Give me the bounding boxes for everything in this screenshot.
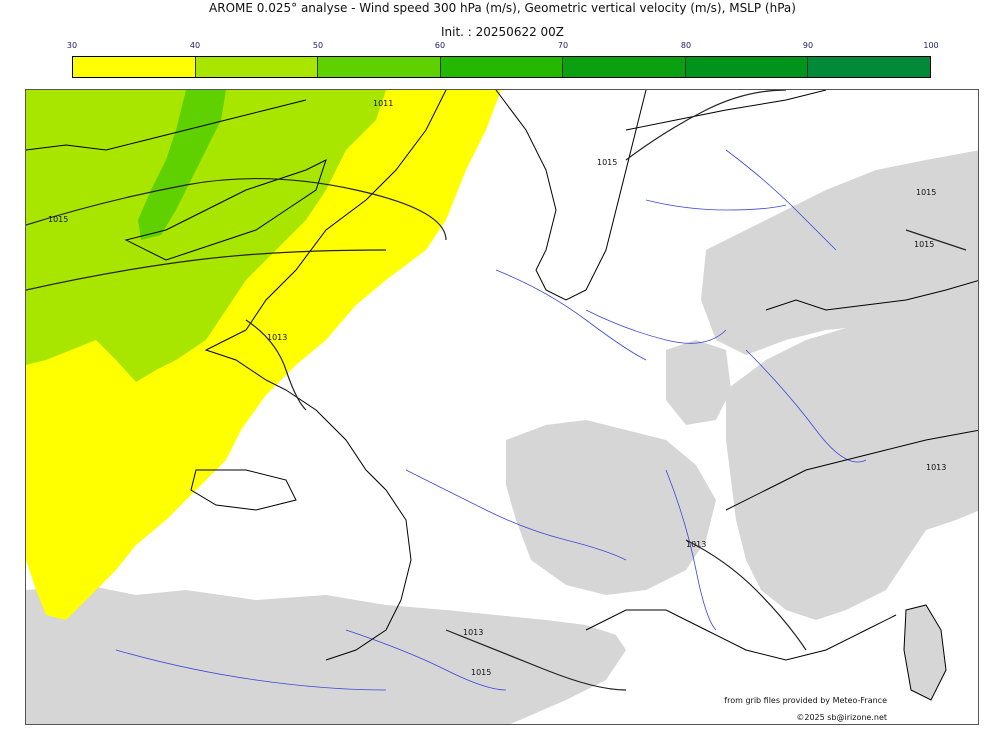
isobar-label: 1015 — [916, 188, 936, 197]
colorbar-tick-60: 60 — [434, 41, 446, 50]
alps-shading — [726, 320, 978, 620]
isobar-label: 1013 — [463, 628, 483, 637]
wind-40-50-area — [26, 90, 386, 382]
colorbar-segment-70-80 — [563, 57, 686, 77]
colorbar-tick-80: 80 — [680, 41, 692, 50]
copyright-credit: ©2025 sb@irizone.net — [796, 713, 887, 722]
data-source-credit: from grib files provided by Meteo-France — [724, 696, 887, 705]
isobar-label: 1015 — [48, 215, 68, 224]
isobar-label: 1015 — [471, 668, 491, 677]
isobar-label: 1013 — [267, 333, 287, 342]
isobar-labels: 1015 1011 1015 1013 1015 1013 1013 1013 … — [48, 99, 946, 677]
colorbar-tick-40: 40 — [189, 41, 201, 50]
isobar-label: 1015 — [914, 240, 934, 249]
coastlines — [26, 90, 978, 701]
colorbar-tick-100: 100 — [923, 41, 939, 50]
colorbar-segment-50-60 — [318, 57, 441, 77]
chart-title: AROME 0.025° analyse - Wind speed 300 hP… — [209, 1, 796, 15]
colorbar-segment-80-90 — [685, 57, 809, 77]
colorbar-segment-60-70 — [440, 57, 564, 77]
colorbar — [72, 56, 931, 78]
vertical-velocity-shading — [26, 150, 978, 724]
isobar-label: 1015 — [597, 158, 617, 167]
vosges-shading — [666, 340, 731, 425]
corsica-shading — [904, 605, 946, 700]
colorbar-segment-30-40 — [73, 57, 196, 77]
colorbar-segment-90-100 — [808, 57, 931, 77]
colorbar-tick-70: 70 — [557, 41, 569, 50]
colorbar-tick-90: 90 — [802, 41, 814, 50]
wind-50-60-area — [138, 90, 226, 240]
isobar-label: 1013 — [686, 540, 706, 549]
massif-central-shading — [506, 420, 716, 595]
mountains-pyrenees-shading — [26, 585, 626, 724]
isobars — [26, 90, 967, 691]
map-panel: 1015 1011 1015 1013 1015 1013 1013 1013 … — [25, 89, 979, 725]
map-svg: 1015 1011 1015 1013 1015 1013 1013 1013 … — [26, 90, 978, 724]
wind-speed-shading — [26, 90, 501, 620]
isobar-label: 1013 — [926, 463, 946, 472]
isobar-label: 1011 — [373, 99, 393, 108]
rivers — [115, 149, 867, 691]
central-europe-shading — [701, 150, 978, 355]
colorbar-tick-50: 50 — [312, 41, 324, 50]
colorbar-tick-30: 30 — [66, 41, 78, 50]
colorbar-segment-40-50 — [195, 57, 319, 77]
init-time: Init. : 20250622 00Z — [440, 25, 565, 39]
